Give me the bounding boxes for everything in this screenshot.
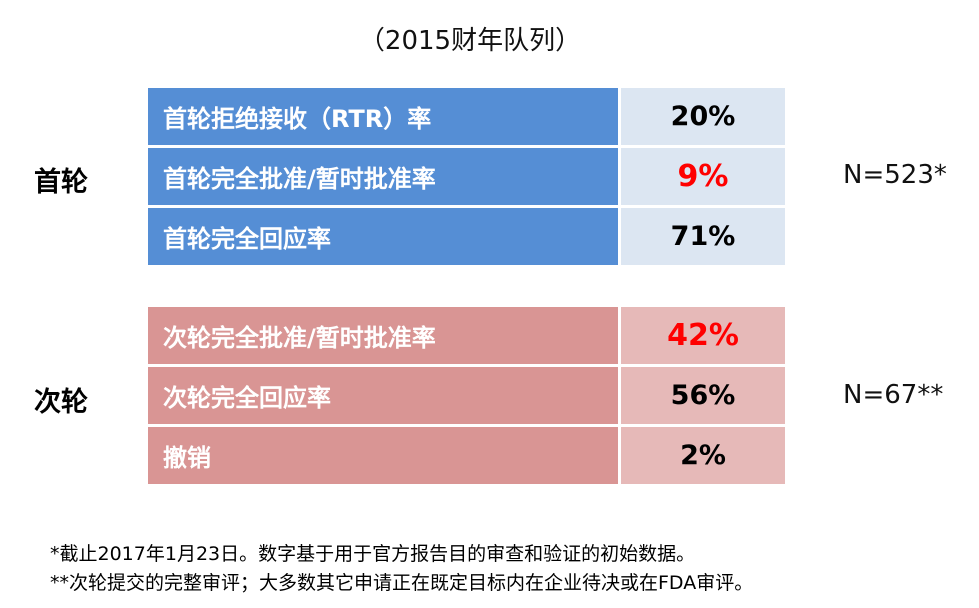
row-value: 2% <box>621 427 785 484</box>
row-label: 首轮完全批准/暂时批准率 <box>148 148 618 205</box>
group-label-first-round: 首轮 <box>34 167 88 198</box>
row-label: 次轮完全批准/暂时批准率 <box>148 307 618 364</box>
table-row: 次轮完全批准/暂时批准率 42% <box>148 307 785 364</box>
row-label: 次轮完全回应率 <box>148 367 618 424</box>
row-label: 首轮完全回应率 <box>148 208 618 265</box>
row-value-highlight: 42% <box>621 307 785 364</box>
row-value: 71% <box>621 208 785 265</box>
subtitle: （2015财年队列） <box>358 26 582 56</box>
footnote: *截止2017年1月23日。数字基于用于官方报告目的审查和验证的初始数据。 <box>50 543 696 565</box>
table-row: 撤销 2% <box>148 427 785 484</box>
row-value: 20% <box>621 88 785 145</box>
row-value: 56% <box>621 367 785 424</box>
table-row: 首轮完全回应率 71% <box>148 208 785 265</box>
table-row: 首轮完全批准/暂时批准率 9% <box>148 148 785 205</box>
second-round-table: 次轮完全批准/暂时批准率 42% 次轮完全回应率 56% 撤销 2% <box>148 307 785 484</box>
footnote: **次轮提交的完整审评；大多数其它申请正在既定目标内在企业待决或在FDA审评。 <box>50 572 754 594</box>
footnotes: *截止2017年1月23日。数字基于用于官方报告目的审查和验证的初始数据。 **… <box>50 540 753 598</box>
n-count-first-round: N=523* <box>843 160 947 190</box>
row-label: 首轮拒绝接收（RTR）率 <box>148 88 618 145</box>
n-count-second-round: N=67** <box>843 380 944 410</box>
table-row: 次轮完全回应率 56% <box>148 367 785 424</box>
group-label-second-round: 次轮 <box>34 387 88 418</box>
row-label: 撤销 <box>148 427 618 484</box>
row-value-highlight: 9% <box>621 148 785 205</box>
first-round-table: 首轮拒绝接收（RTR）率 20% 首轮完全批准/暂时批准率 9% 首轮完全回应率… <box>148 88 785 265</box>
table-row: 首轮拒绝接收（RTR）率 20% <box>148 88 785 145</box>
